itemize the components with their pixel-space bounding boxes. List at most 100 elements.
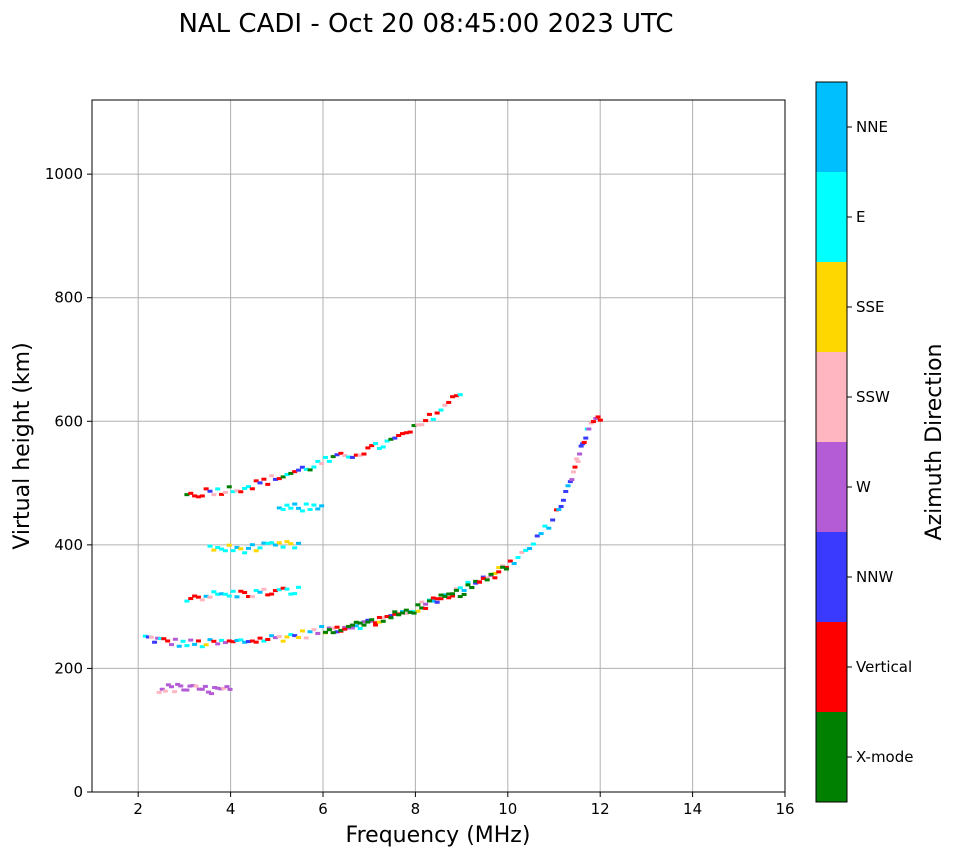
echo-mark bbox=[438, 593, 444, 597]
echo-mark bbox=[311, 465, 317, 469]
echo-mark bbox=[484, 576, 490, 580]
echo-mark bbox=[230, 640, 236, 644]
echo-mark bbox=[253, 589, 259, 593]
echo-mark bbox=[565, 484, 571, 488]
echo-mark bbox=[269, 541, 275, 545]
echo-mark bbox=[172, 690, 178, 694]
echo-mark bbox=[519, 550, 525, 554]
echo-mark bbox=[269, 634, 275, 638]
echo-mark bbox=[442, 594, 448, 598]
echo-mark bbox=[226, 639, 232, 643]
echo-mark bbox=[586, 427, 592, 431]
echo-mark bbox=[338, 628, 344, 632]
echo-mark bbox=[184, 688, 190, 692]
echo-mark bbox=[311, 503, 317, 507]
echo-mark bbox=[172, 637, 178, 641]
echo-mark bbox=[269, 592, 275, 596]
echo-mark bbox=[453, 588, 459, 592]
echo-mark bbox=[434, 600, 440, 604]
echo-mark bbox=[249, 543, 255, 547]
echo-mark bbox=[207, 489, 213, 493]
echo-mark bbox=[234, 595, 240, 599]
echo-mark bbox=[574, 457, 580, 461]
echo-mark bbox=[284, 540, 290, 544]
echo-mark bbox=[253, 549, 259, 553]
echo-mark bbox=[211, 639, 217, 643]
echo-mark bbox=[507, 559, 513, 563]
echo-mark bbox=[430, 417, 436, 421]
echo-mark bbox=[224, 685, 230, 689]
echo-mark bbox=[380, 616, 386, 620]
echo-mark bbox=[296, 468, 302, 472]
echo-mark bbox=[376, 615, 382, 619]
echo-mark bbox=[221, 686, 227, 690]
echo-mark bbox=[450, 594, 456, 598]
echo-mark bbox=[257, 546, 263, 550]
echo-mark bbox=[338, 451, 344, 455]
colorbar-tick-label: W bbox=[856, 478, 871, 496]
echo-mark bbox=[365, 446, 371, 450]
echo-mark bbox=[403, 611, 409, 615]
echo-mark bbox=[527, 547, 533, 551]
echo-mark bbox=[222, 549, 228, 553]
colorbar-tick-label: NNE bbox=[856, 118, 888, 136]
echo-mark bbox=[438, 597, 444, 601]
echo-mark bbox=[272, 543, 278, 547]
echo-mark bbox=[307, 630, 313, 634]
echo-mark bbox=[556, 508, 562, 512]
echo-mark bbox=[195, 595, 201, 599]
echo-mark bbox=[261, 587, 267, 591]
echo-mark bbox=[461, 592, 467, 596]
echo-mark bbox=[184, 493, 190, 497]
x-tick-label: 16 bbox=[775, 800, 794, 818]
echo-mark bbox=[361, 452, 367, 456]
y-tick-label: 200 bbox=[54, 659, 83, 677]
echo-mark bbox=[296, 636, 302, 640]
echo-mark bbox=[450, 395, 456, 399]
echo-mark bbox=[334, 625, 340, 629]
echo-mark bbox=[249, 487, 255, 491]
plot-area bbox=[91, 99, 786, 793]
echo-mark bbox=[496, 570, 502, 574]
echo-mark bbox=[484, 578, 490, 582]
echo-mark bbox=[169, 685, 174, 689]
echo-mark bbox=[542, 524, 548, 528]
colorbar-tick-label: NNW bbox=[856, 568, 893, 586]
echo-mark bbox=[488, 572, 494, 576]
echo-mark bbox=[376, 620, 382, 624]
plot-background bbox=[92, 100, 785, 792]
echo-mark bbox=[288, 542, 294, 546]
echo-mark bbox=[411, 609, 417, 613]
echo-mark bbox=[419, 606, 425, 610]
echo-mark bbox=[145, 635, 151, 639]
echo-mark bbox=[272, 589, 278, 593]
echo-mark bbox=[465, 583, 471, 587]
echo-mark bbox=[550, 518, 556, 522]
echo-mark bbox=[570, 470, 576, 474]
echo-mark bbox=[280, 475, 286, 479]
echo-mark bbox=[226, 543, 232, 547]
echo-mark bbox=[577, 452, 583, 456]
echo-mark bbox=[296, 585, 302, 589]
y-axis-ticks: 0 200 400 600 800 1000 bbox=[45, 165, 92, 801]
echo-mark bbox=[299, 509, 305, 513]
echo-mark bbox=[238, 490, 244, 494]
echo-marks bbox=[142, 393, 603, 696]
echo-mark bbox=[480, 576, 486, 580]
echo-mark bbox=[446, 596, 452, 600]
echo-mark bbox=[590, 420, 596, 424]
echo-mark bbox=[323, 630, 328, 634]
echo-mark bbox=[326, 459, 332, 463]
echo-mark bbox=[192, 594, 198, 598]
echo-mark bbox=[530, 542, 536, 546]
echo-mark bbox=[280, 545, 286, 549]
echo-mark bbox=[265, 637, 271, 641]
y-axis-label: Virtual height (km) bbox=[10, 342, 35, 549]
echo-mark bbox=[276, 506, 282, 510]
echo-mark bbox=[426, 599, 432, 603]
echo-mark bbox=[199, 687, 205, 691]
y-tick-label: 800 bbox=[54, 289, 83, 307]
echo-mark bbox=[169, 643, 174, 647]
echo-mark bbox=[473, 581, 479, 585]
echo-mark bbox=[342, 627, 348, 631]
